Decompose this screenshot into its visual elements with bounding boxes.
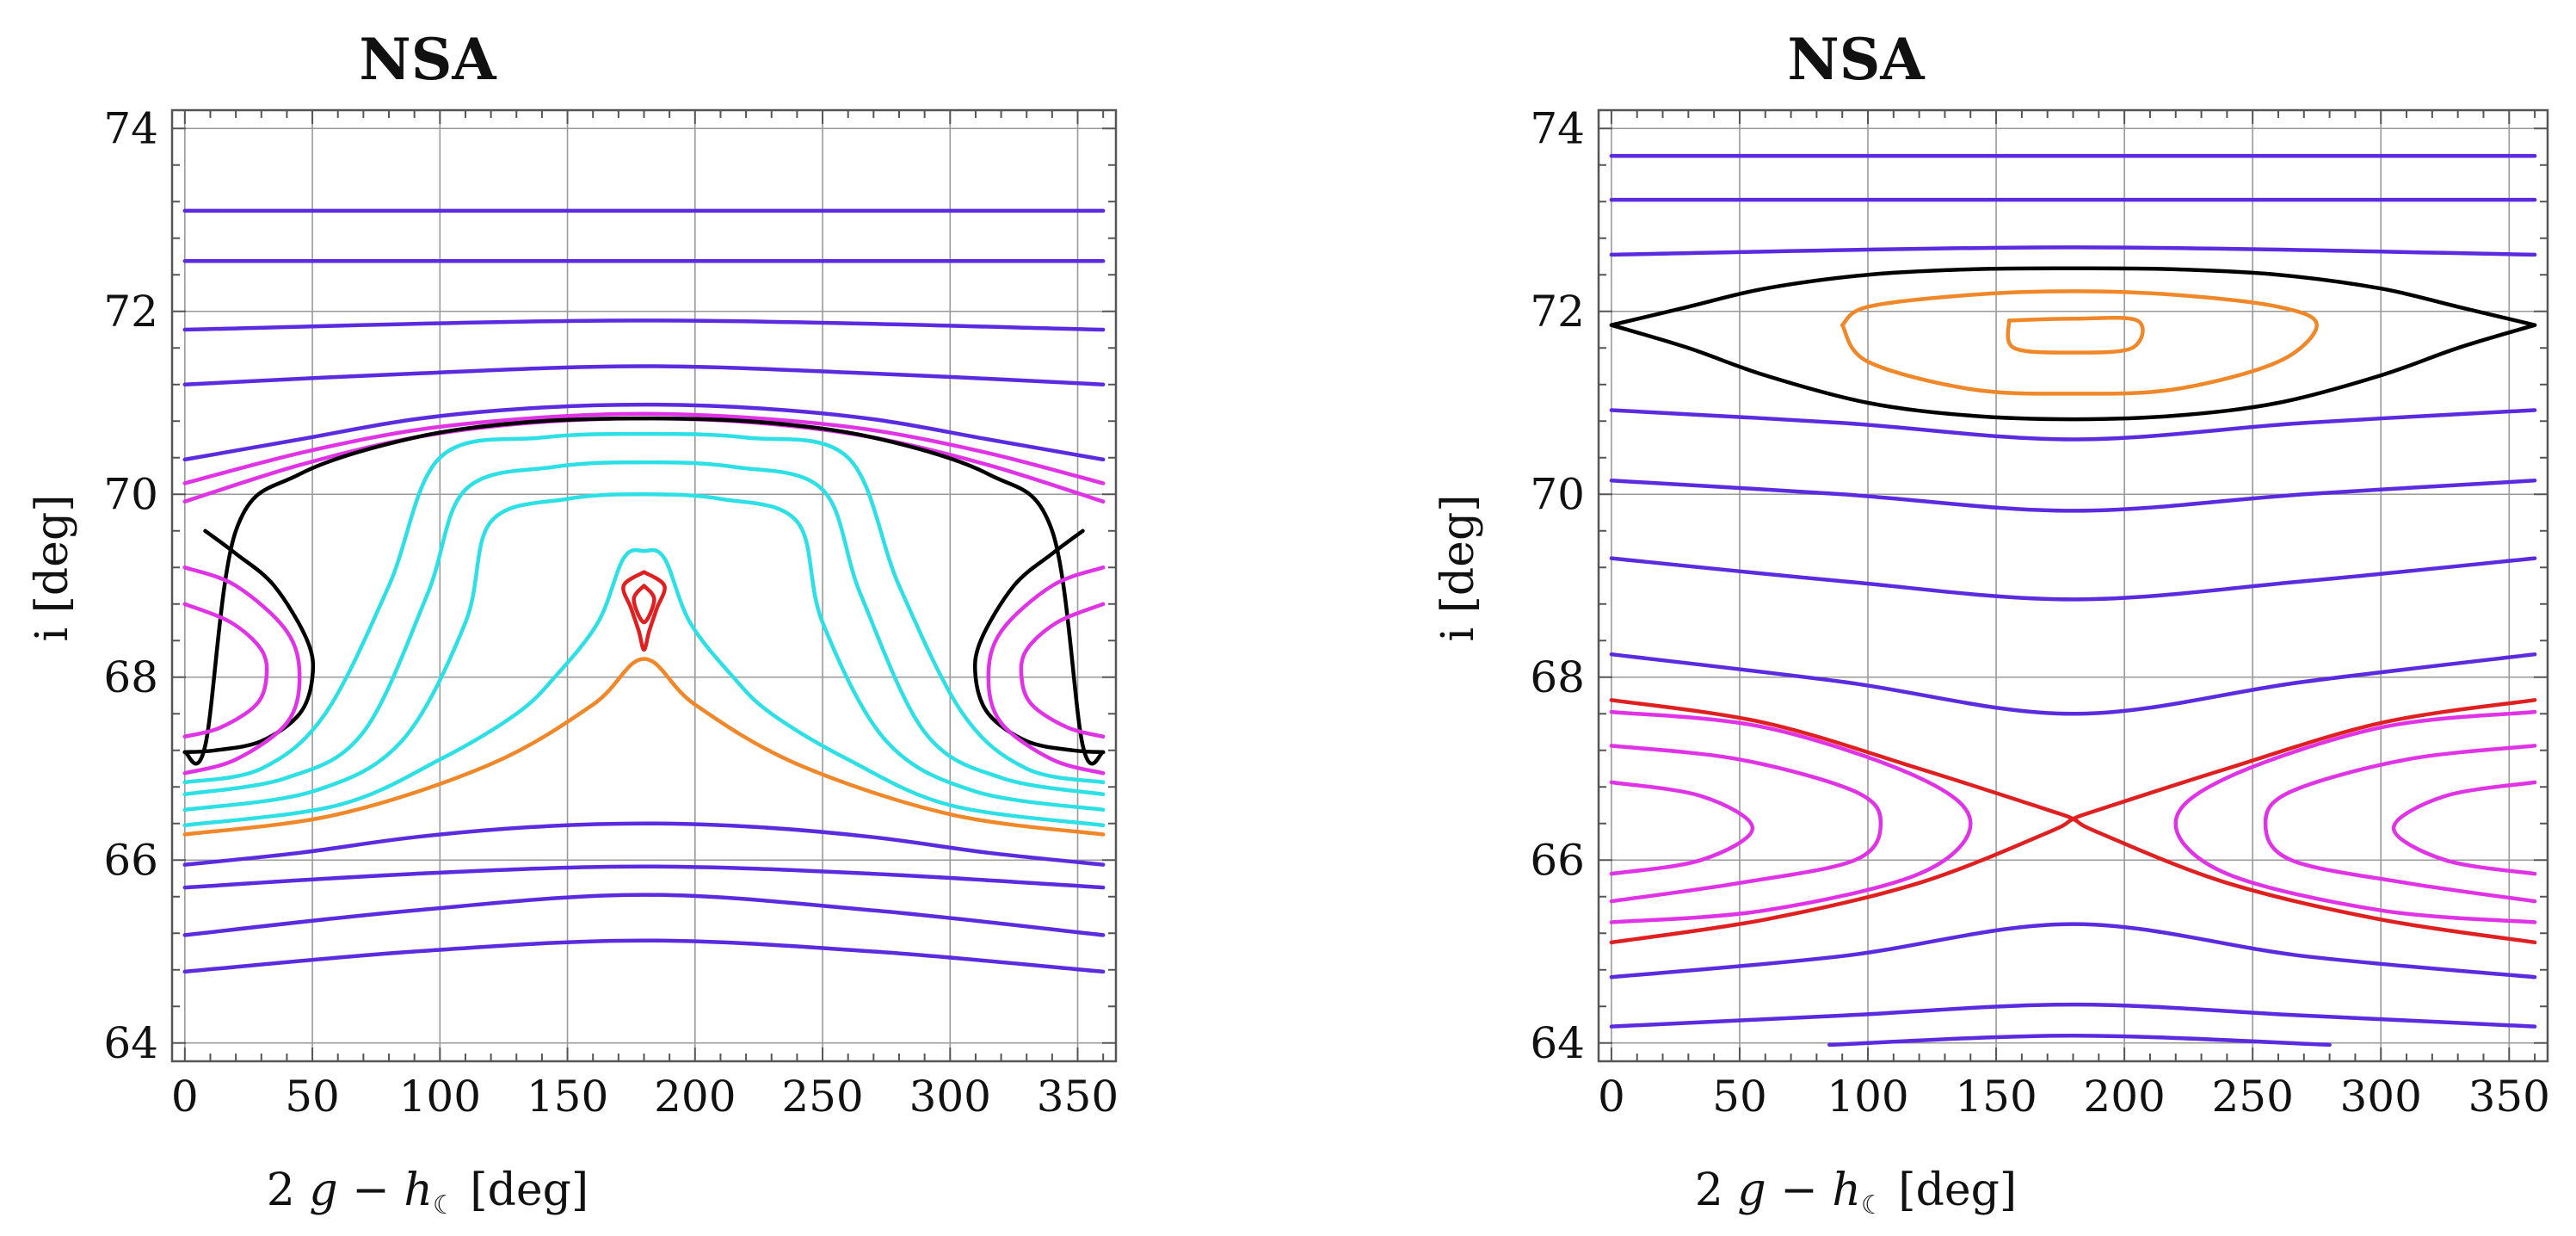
left-x-tick-label: 200 — [654, 1072, 736, 1122]
right-y-tick-label: 72 — [1530, 287, 1585, 337]
left-contour-orange — [182, 657, 1106, 837]
right-x-tick-label: 150 — [1955, 1072, 2037, 1122]
left-contour-cyan-1 — [182, 431, 1106, 785]
left-y-tick-label: 72 — [103, 287, 158, 337]
left-contour-libration-R2 — [1019, 602, 1106, 739]
right-x-tick-label: 350 — [2468, 1072, 2550, 1122]
right-plot-panel: NSA 0 50 100 150 200 250 300 350 64 66 68 70 72 74 2 … — [1433, 26, 2550, 1221]
left-plot-panel: NSA 0 50 100 150 200 250 300 350 64 66 68 70 72 74 2 … — [27, 26, 1119, 1221]
right-contour-separatrix-upper — [1609, 266, 2537, 327]
left-y-tick-label: 70 — [103, 469, 158, 519]
left-y-tick-label: 74 — [103, 103, 158, 153]
left-contour-cyan-2 — [182, 460, 1106, 797]
left-y-tick-label: 64 — [103, 1018, 158, 1068]
right-plot-ticks: 0 50 100 150 200 250 300 350 64 66 68 70 72 74 — [1530, 103, 2550, 1122]
right-contour-separatrix-lower — [1609, 323, 2537, 422]
left-y-tick-label: 68 — [103, 652, 158, 702]
right-contour-level-7 — [1609, 652, 2537, 716]
right-x-tick-label: 100 — [1827, 1072, 1908, 1122]
right-y-tick-label: 74 — [1530, 103, 1585, 153]
left-plot-ticks: 0 50 100 150 200 250 300 350 64 66 68 70 72 74 — [103, 103, 1119, 1122]
right-y-tick-label: 68 — [1530, 652, 1585, 702]
left-x-tick-label: 150 — [527, 1072, 608, 1122]
right-contour-red-separatrix-B — [1609, 698, 2537, 945]
right-x-tick-label: 300 — [2340, 1072, 2422, 1122]
right-plot-frame — [1597, 108, 2549, 1063]
left-contour-cyan-4 — [182, 547, 1106, 828]
left-x-tick-label: 50 — [285, 1072, 340, 1122]
right-plot-x-axis-label: 2 g − h☾ [deg] — [1695, 1165, 2017, 1221]
left-contour-level-10 — [182, 893, 1106, 937]
left-plot-title: NSA — [359, 26, 496, 93]
right-contour-magenta-L2 — [1609, 744, 1883, 904]
right-x-tick-label: 250 — [2211, 1072, 2293, 1122]
right-contour-level-3 — [1609, 245, 2537, 257]
left-contour-level-4 — [182, 364, 1106, 386]
right-contour-magenta-L1 — [1609, 709, 1973, 924]
right-plot-title: NSA — [1787, 26, 1925, 93]
left-contour-level-7 — [182, 416, 1106, 504]
right-x-tick-label: 0 — [1598, 1072, 1625, 1122]
right-plot-y-axis-label: i [deg] — [1433, 494, 1484, 641]
right-contour-orange-outer — [1840, 289, 2319, 396]
left-contour-cyan-3 — [182, 492, 1106, 813]
right-contour-level-9 — [1609, 1002, 2537, 1029]
right-contour-orange-inner — [2006, 315, 2145, 355]
left-plot-gridlines — [172, 110, 1116, 1061]
right-contour-magenta-L3 — [1609, 780, 1755, 876]
left-contour-level-8 — [182, 821, 1106, 867]
left-contour-red-inner — [632, 584, 656, 625]
right-contour-magenta-R1 — [2173, 709, 2537, 924]
right-contour-level-6 — [1609, 556, 2537, 602]
left-y-tick-label: 66 — [103, 835, 158, 885]
left-plot-x-axis-label: 2 g − h☾ [deg] — [267, 1165, 589, 1221]
right-y-tick-label: 64 — [1530, 1018, 1585, 1068]
left-contour-level-11 — [182, 938, 1106, 974]
left-plot-y-axis-label: i [deg] — [27, 494, 78, 641]
right-contour-level-8 — [1609, 922, 2537, 980]
left-contour-inner-separatrix-branch-L — [182, 528, 316, 755]
right-contour-level-10 — [1827, 1034, 2332, 1048]
right-plot-curves — [1609, 153, 2537, 1048]
left-x-tick-label: 250 — [781, 1072, 863, 1122]
right-contour-level-4 — [1609, 408, 2537, 442]
left-contour-separatrix — [182, 416, 1106, 766]
left-contour-libration-L2 — [182, 602, 269, 739]
left-contour-level-3 — [182, 318, 1106, 332]
left-contour-level-9 — [182, 864, 1106, 890]
left-plot-curves — [182, 208, 1106, 974]
right-x-tick-label: 50 — [1712, 1072, 1767, 1122]
left-contour-libration-L1 — [182, 565, 302, 776]
right-y-tick-label: 70 — [1530, 469, 1585, 519]
left-x-tick-label: 350 — [1037, 1072, 1119, 1122]
left-contour-red-island — [621, 570, 667, 652]
left-contour-libration-R1 — [986, 565, 1106, 776]
left-contour-inner-separatrix-branch-R — [972, 528, 1106, 755]
right-contour-level-5 — [1609, 479, 2537, 513]
right-y-tick-label: 66 — [1530, 835, 1585, 885]
right-contour-magenta-R2 — [2263, 744, 2537, 904]
left-x-tick-label: 300 — [909, 1072, 991, 1122]
left-plot-frame — [170, 108, 1118, 1063]
right-contour-magenta-R3 — [2391, 780, 2537, 876]
right-x-tick-label: 200 — [2083, 1072, 2165, 1122]
left-x-tick-label: 0 — [171, 1072, 199, 1122]
left-contour-level-5 — [182, 402, 1106, 462]
left-contour-level-6 — [182, 411, 1106, 485]
left-x-tick-label: 100 — [399, 1072, 481, 1122]
